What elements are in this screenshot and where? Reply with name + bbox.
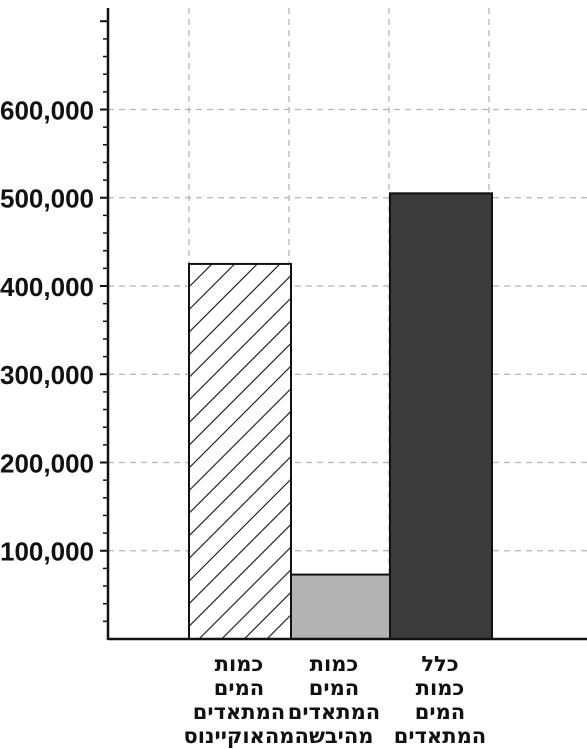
category-label-line: מהיבשה [295, 724, 374, 748]
category-label-line: כמות [416, 676, 465, 700]
bar-3 [389, 192, 493, 640]
category-labels: כמותהמיםהמתאדיםמהאוקיינוסכמותהמיםהמתאדים… [184, 652, 487, 748]
y-tick-label: 400,000 [0, 272, 94, 302]
category-label-line: כמות [310, 652, 359, 676]
y-tick-label: 300,000 [0, 360, 94, 390]
category-label-line: המים [415, 700, 465, 724]
y-tick-label: 600,000 [0, 95, 94, 125]
y-tick-label: 100,000 [0, 537, 94, 567]
axes [100, 8, 587, 641]
category-label-line: כמות [215, 652, 264, 676]
category-label-line: המים [214, 676, 264, 700]
category-label-line: כלל [421, 652, 458, 676]
bars [188, 192, 493, 641]
category-label-line: המתאדים [394, 724, 486, 748]
category-label-line: המים [309, 676, 359, 700]
bar-2 [290, 573, 391, 641]
y-tick-label: 500,000 [0, 184, 94, 214]
grid-lines [108, 8, 587, 639]
y-tick-label: 200,000 [0, 448, 94, 478]
y-tick-labels: 100,000 200,000 300,000 400,000 500,000 600,0… [0, 95, 94, 566]
bar-1 [188, 262, 292, 640]
category-label-line: המתאדים [288, 700, 380, 724]
category-label-line: מהאוקיינוס [184, 724, 295, 748]
category-label-line: המתאדים [193, 700, 285, 724]
